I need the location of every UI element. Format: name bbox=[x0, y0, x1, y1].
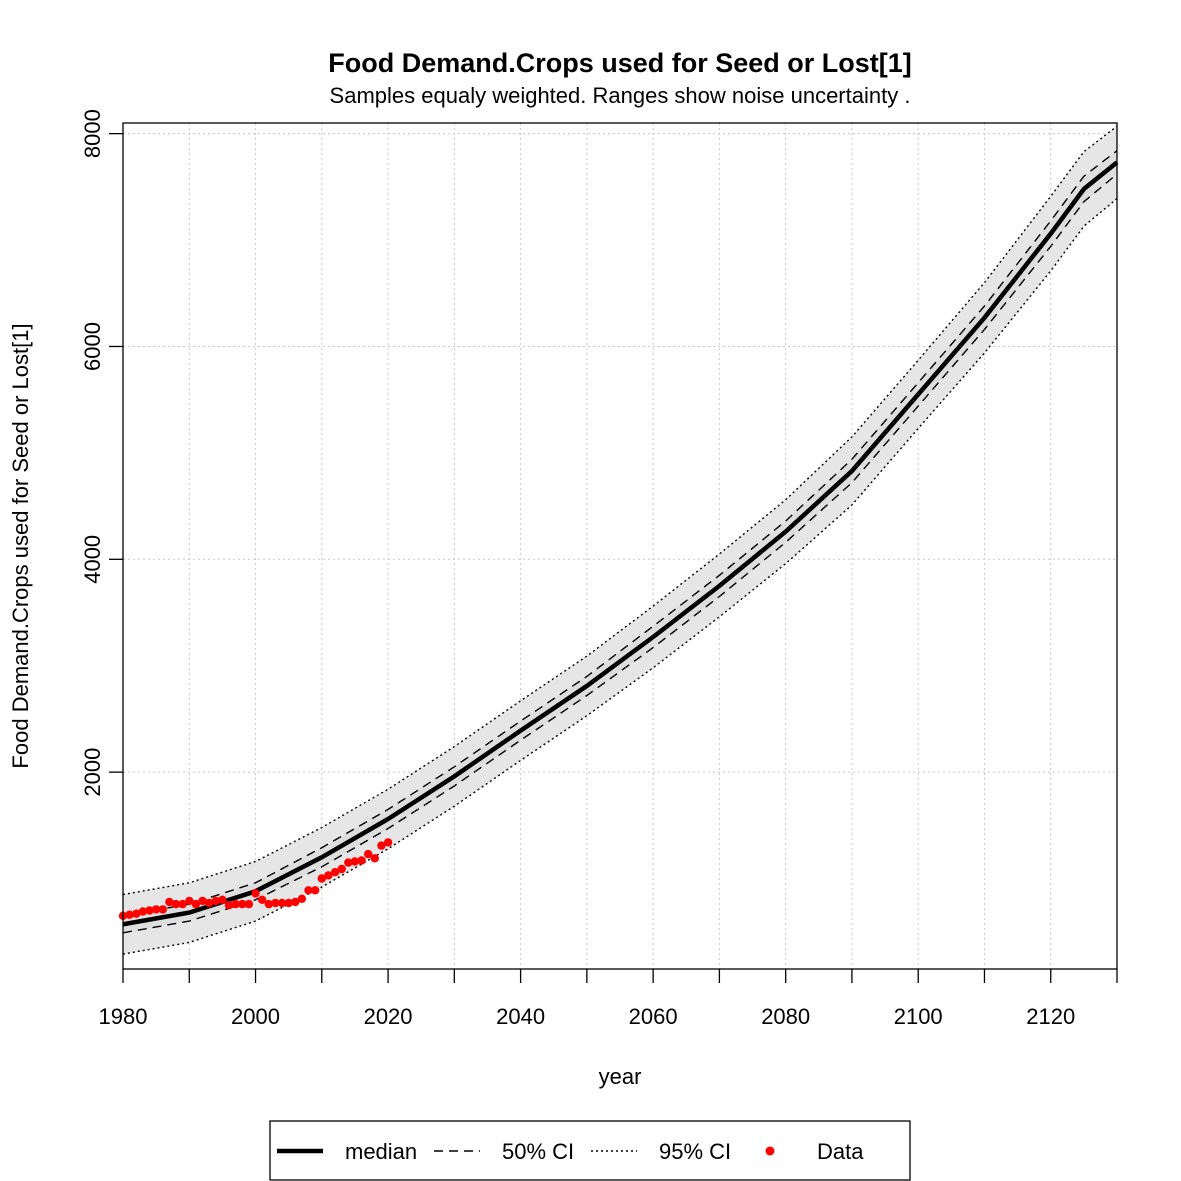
plot-frame bbox=[122, 122, 1118, 970]
data-point bbox=[178, 899, 187, 909]
grid bbox=[122, 123, 1118, 969]
data-point bbox=[291, 897, 300, 907]
data-point bbox=[125, 910, 134, 919]
y-tick-label: 8000 bbox=[80, 109, 105, 158]
legend-50ci-label: 50% CI bbox=[502, 1139, 574, 1164]
x-tick-label: 1980 bbox=[99, 1004, 148, 1029]
data-point bbox=[324, 871, 333, 880]
data-point bbox=[151, 905, 161, 914]
data-point bbox=[317, 874, 326, 883]
data-point bbox=[304, 886, 313, 895]
ci-50-lower-line bbox=[122, 173, 1118, 934]
data-point bbox=[145, 906, 154, 915]
data-point bbox=[251, 889, 260, 898]
legend-95ci-label: 95% CI bbox=[659, 1139, 731, 1164]
data-point bbox=[364, 849, 373, 859]
data-point bbox=[311, 886, 320, 895]
data-point bbox=[383, 838, 393, 847]
data-point bbox=[344, 858, 353, 867]
data-point bbox=[350, 857, 360, 866]
data-point bbox=[158, 905, 167, 914]
y-axis-label: Food Demand.Crops used for Seed or Lost[… bbox=[8, 323, 33, 768]
ci-50-upper-line bbox=[122, 150, 1118, 917]
x-axis: 1980 2000 2020 2040 2060 2080 2100 2120 bbox=[99, 969, 1118, 1029]
data-point bbox=[231, 899, 240, 909]
y-tick-label: 2000 bbox=[80, 748, 105, 797]
ci-95-upper-line bbox=[122, 125, 1118, 896]
legend: median 50% CI 95% CI Data bbox=[269, 1120, 911, 1181]
data-point bbox=[284, 898, 293, 908]
y-axis: 2000 4000 6000 8000 bbox=[80, 109, 123, 797]
data-point bbox=[218, 895, 227, 904]
data-point bbox=[132, 909, 141, 918]
legend-box bbox=[269, 1120, 911, 1181]
chart-title: Food Demand.Crops used for Seed or Lost[… bbox=[328, 48, 912, 78]
data-point bbox=[204, 898, 214, 908]
ci-95-band bbox=[123, 126, 1117, 955]
data-point bbox=[277, 898, 287, 908]
data-point bbox=[357, 856, 366, 865]
legend-median-label: median bbox=[345, 1139, 417, 1164]
data-point bbox=[370, 854, 379, 863]
chart-subtitle: Samples equaly weighted. Ranges show noi… bbox=[330, 83, 911, 108]
x-tick-label: 2040 bbox=[496, 1004, 545, 1029]
ci-50-band bbox=[123, 150, 1117, 933]
data-point bbox=[171, 899, 181, 909]
x-tick-label: 2000 bbox=[231, 1004, 280, 1029]
ci-bands bbox=[123, 126, 1117, 955]
data-point bbox=[165, 897, 174, 907]
data-point bbox=[185, 896, 194, 906]
x-tick-label: 2080 bbox=[761, 1004, 810, 1029]
data-point bbox=[264, 899, 273, 909]
data-point bbox=[337, 864, 346, 874]
legend-data-label: Data bbox=[817, 1139, 864, 1164]
median-line bbox=[122, 160, 1119, 927]
data-point bbox=[238, 899, 247, 909]
data-point bbox=[211, 896, 220, 906]
data-point bbox=[258, 895, 267, 904]
data-point bbox=[377, 841, 386, 850]
x-tick-label: 2120 bbox=[1026, 1004, 1075, 1029]
data-point bbox=[224, 901, 234, 910]
data-point bbox=[198, 896, 207, 906]
data-point bbox=[191, 899, 201, 909]
legend-data-swatch bbox=[765, 1146, 775, 1156]
y-tick-label: 4000 bbox=[80, 535, 105, 584]
x-tick-label: 2060 bbox=[629, 1004, 678, 1029]
data-point bbox=[330, 868, 340, 877]
x-tick-label: 2100 bbox=[894, 1004, 943, 1029]
data-point bbox=[138, 907, 148, 916]
data-point bbox=[271, 898, 280, 908]
data-point bbox=[244, 899, 254, 909]
x-axis-label: year bbox=[599, 1064, 642, 1089]
y-tick-label: 6000 bbox=[80, 322, 105, 371]
x-tick-label: 2020 bbox=[364, 1004, 413, 1029]
data-point bbox=[297, 894, 307, 903]
series-lines bbox=[122, 125, 1119, 955]
